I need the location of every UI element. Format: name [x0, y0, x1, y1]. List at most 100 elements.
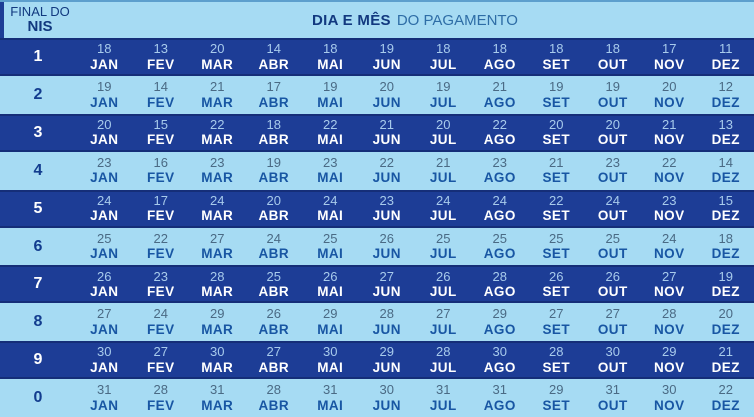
payment-month: AGO — [483, 397, 516, 413]
payment-date-cell: 13 FEV — [133, 38, 190, 76]
payment-month: DEZ — [711, 170, 740, 186]
payment-month: FEV — [147, 208, 175, 224]
payment-date-cell: 12 DEZ — [698, 76, 754, 114]
payment-date-cell: 16 FEV — [133, 152, 190, 190]
payment-month: ABR — [258, 170, 289, 186]
payment-day: 25 — [97, 230, 112, 246]
payment-day: 27 — [379, 268, 394, 284]
payment-month: AGO — [483, 284, 516, 300]
payment-month: MAR — [201, 246, 234, 262]
payment-month: JAN — [90, 322, 119, 338]
payment-day: 21 — [492, 79, 507, 95]
payment-day: 24 — [323, 192, 338, 208]
table-header: FINAL DO NIS DIA E MÊS DO PAGAMENTO — [0, 0, 754, 38]
payment-date-cell: 21 JUL — [415, 152, 472, 190]
payment-month: NOV — [654, 246, 685, 262]
payment-day: 19 — [549, 79, 564, 95]
payment-month: NOV — [654, 322, 685, 338]
payment-day: 28 — [153, 382, 168, 398]
payment-month: SET — [542, 56, 570, 72]
payment-day: 21 — [436, 154, 451, 170]
payment-month: JUL — [429, 397, 457, 413]
payment-month: OUT — [597, 56, 628, 72]
payment-month: ABR — [258, 284, 289, 300]
payment-day: 25 — [605, 230, 620, 246]
payment-day: 19 — [97, 79, 112, 95]
payment-month: MAR — [201, 284, 234, 300]
payment-date-cell: 22 NOV — [641, 152, 698, 190]
payment-month: ABR — [258, 322, 289, 338]
payment-month: JAN — [90, 208, 119, 224]
payment-month: AGO — [483, 246, 516, 262]
payment-date-cell: 20 JAN — [76, 114, 133, 152]
payment-day: 13 — [153, 41, 168, 57]
payment-day: 20 — [97, 116, 112, 132]
payment-month: OUT — [597, 359, 628, 375]
payment-day: 25 — [492, 230, 507, 246]
payment-month: ABR — [258, 132, 289, 148]
payment-day: 22 — [718, 382, 733, 398]
payment-day: 15 — [153, 116, 168, 132]
payment-day: 28 — [549, 344, 564, 360]
payment-date-cell: 18 OUT — [585, 38, 642, 76]
payment-month: OUT — [597, 322, 628, 338]
payment-day: 19 — [605, 79, 620, 95]
payment-day: 22 — [323, 116, 338, 132]
payment-date-cell: 13 DEZ — [698, 114, 754, 152]
payment-month: MAI — [317, 132, 344, 148]
payment-month: JAN — [90, 170, 119, 186]
payment-month: JAN — [90, 94, 119, 110]
nis-digit-cell: 2 — [33, 85, 43, 103]
payment-day: 28 — [492, 268, 507, 284]
payment-date-cell: 24 AGO — [472, 190, 529, 228]
payment-date-cell: 28 JUL — [415, 341, 472, 379]
payment-day: 27 — [153, 344, 168, 360]
payment-day: 12 — [718, 79, 733, 95]
payment-month: MAR — [201, 322, 234, 338]
payment-day: 31 — [210, 382, 225, 398]
payment-date-cell: 31 JUL — [415, 379, 472, 417]
payment-date-cell: 21 NOV — [641, 114, 698, 152]
payment-day: 27 — [210, 230, 225, 246]
payment-month: DEZ — [711, 208, 740, 224]
payment-month: JUN — [372, 284, 401, 300]
payment-date-cell: 24 OUT — [585, 190, 642, 228]
payment-day: 23 — [323, 154, 338, 170]
payment-day: 27 — [605, 306, 620, 322]
payment-month: JUN — [372, 246, 401, 262]
table-title: DIA E MÊS DO PAGAMENTO — [76, 2, 754, 38]
payment-day: 18 — [492, 41, 507, 57]
payment-month: SET — [542, 208, 570, 224]
payment-month: AGO — [483, 132, 516, 148]
payment-day: 11 — [719, 41, 733, 57]
payment-month: JUN — [372, 56, 401, 72]
payment-date-cell: 27 MAR — [189, 228, 246, 266]
payment-date-cell: 31 MAR — [189, 379, 246, 417]
payment-day: 24 — [662, 230, 677, 246]
payment-day: 15 — [718, 192, 733, 208]
payment-date-cell: 26 JAN — [76, 265, 133, 303]
payment-month: JUL — [429, 208, 457, 224]
payment-day: 14 — [266, 41, 281, 57]
payment-day: 27 — [436, 306, 451, 322]
payment-day: 29 — [323, 306, 338, 322]
payment-day: 26 — [549, 268, 564, 284]
table-row: 6 25 JAN 22 FEV 27 MAR 24 ABR 25 MAI 26 JUN 25 JUL 25 AG… — [0, 227, 754, 266]
payment-date-cell: 20 NOV — [641, 76, 698, 114]
payment-date-cell: 21 MAR — [189, 76, 246, 114]
payment-date-cell: 19 ABR — [246, 152, 303, 190]
payment-day: 25 — [323, 230, 338, 246]
payment-day: 29 — [549, 382, 564, 398]
payment-day: 17 — [662, 41, 677, 57]
payment-month: MAR — [201, 359, 234, 375]
payment-month: MAI — [317, 284, 344, 300]
payment-date-cell: 30 JAN — [76, 341, 133, 379]
payment-date-cell: 27 JAN — [76, 303, 133, 341]
payment-month: JUL — [429, 359, 457, 375]
payment-month: AGO — [483, 322, 516, 338]
payment-date-cell: 24 NOV — [641, 228, 698, 266]
payment-date-cell: 27 JUN — [359, 265, 416, 303]
payment-date-cell: 23 NOV — [641, 190, 698, 228]
payment-day: 26 — [379, 230, 394, 246]
